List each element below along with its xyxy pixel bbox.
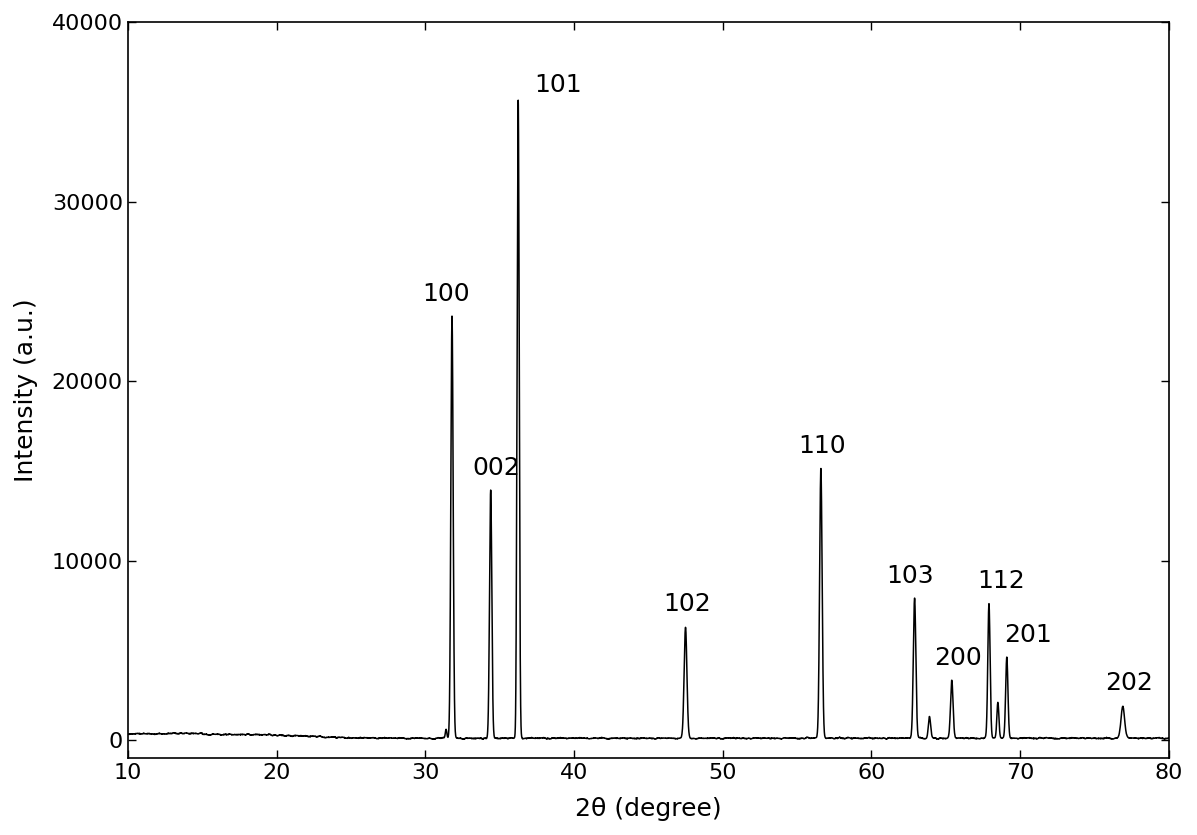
Text: 202: 202 [1105,671,1153,696]
Text: 100: 100 [423,281,470,306]
Text: 102: 102 [663,593,711,616]
Y-axis label: Intensity (a.u.): Intensity (a.u.) [14,298,38,482]
Text: 200: 200 [934,646,982,671]
Text: 110: 110 [798,434,846,458]
Text: 101: 101 [534,73,582,98]
Text: 002: 002 [473,456,521,480]
Text: 201: 201 [1004,623,1052,647]
Text: 103: 103 [886,564,934,588]
X-axis label: 2θ (degree): 2θ (degree) [575,797,722,821]
Text: 112: 112 [977,569,1025,593]
